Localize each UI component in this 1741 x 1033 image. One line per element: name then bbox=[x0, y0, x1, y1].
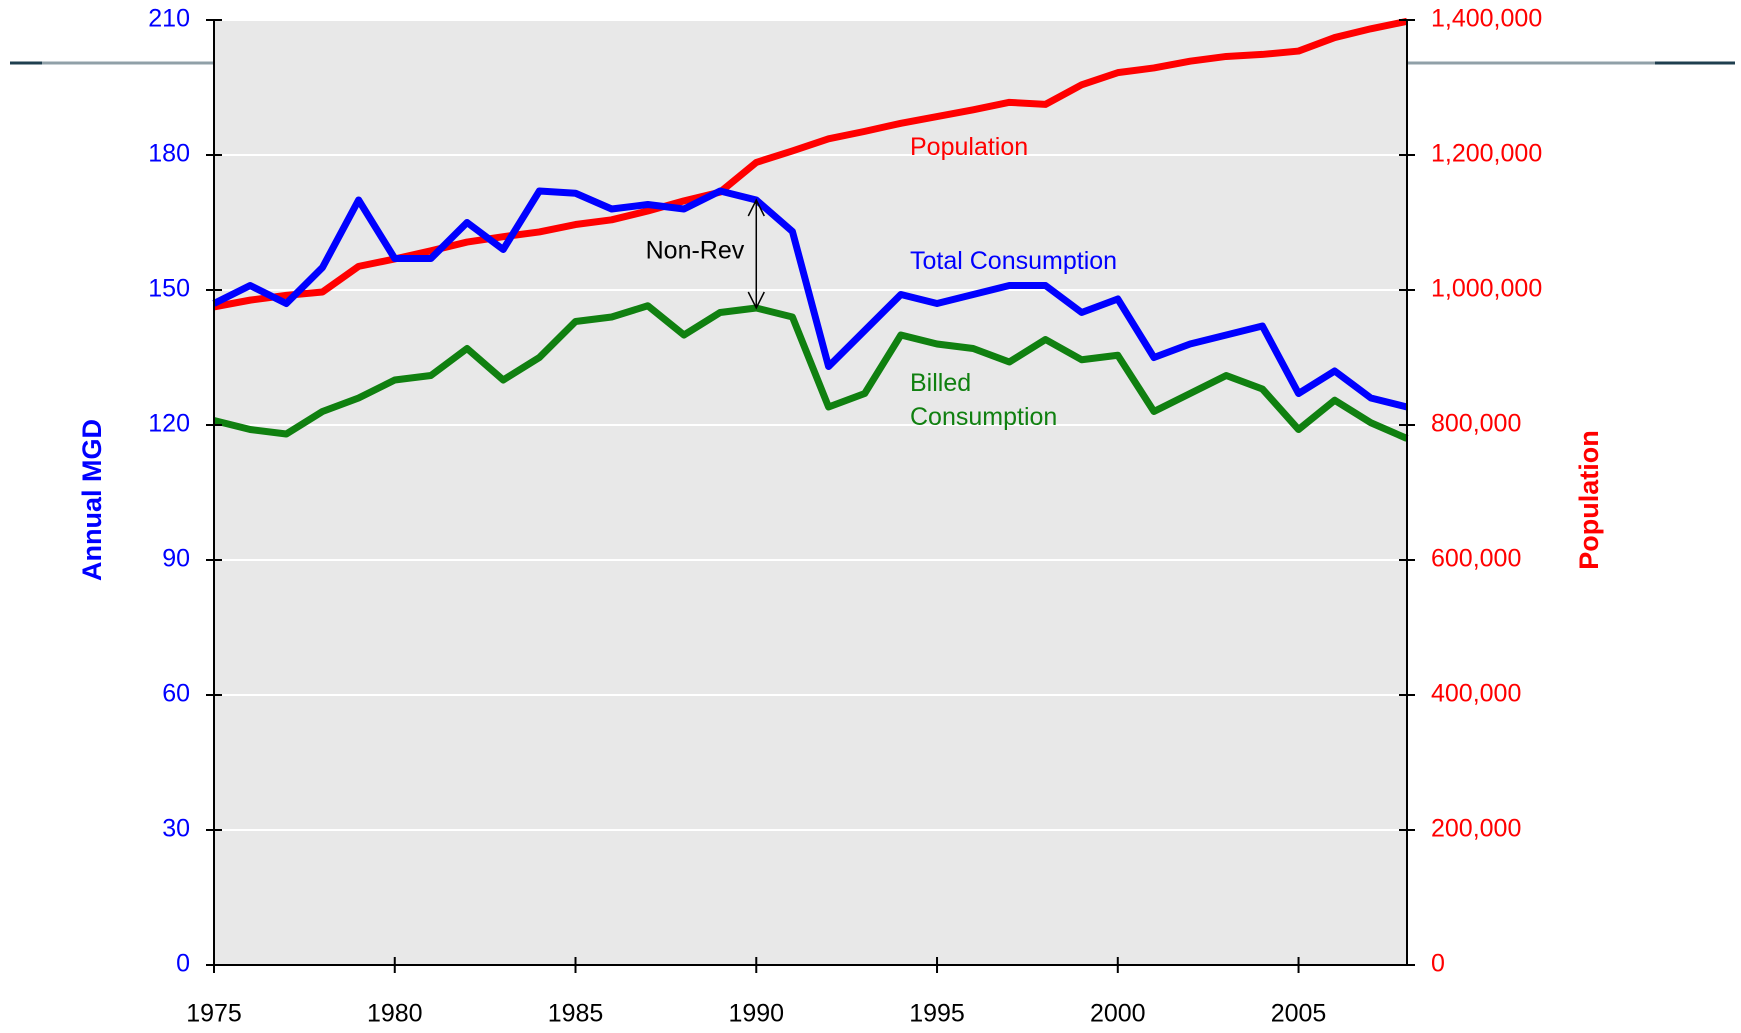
x-tick-label: 1980 bbox=[367, 1000, 423, 1028]
annotation-arrow bbox=[747, 198, 765, 310]
y2-tick-label: 400,000 bbox=[1431, 680, 1521, 708]
series-line bbox=[213, 302, 1409, 442]
annotation: Non-Rev bbox=[646, 237, 745, 265]
y-tick-label: 120 bbox=[148, 410, 190, 438]
series-line bbox=[213, 17, 1408, 311]
y2-axis-title: Population bbox=[1574, 430, 1604, 569]
y2-tick-label: 800,000 bbox=[1431, 410, 1521, 438]
x-tick-label: 1985 bbox=[548, 1000, 604, 1028]
y-tick-label: 90 bbox=[162, 545, 190, 573]
y2-tick-label: 600,000 bbox=[1431, 545, 1521, 573]
y-tick-label: 210 bbox=[148, 5, 190, 33]
y2-tick-label: 200,000 bbox=[1431, 815, 1521, 843]
x-tick-label: 2000 bbox=[1090, 1000, 1146, 1028]
series-line bbox=[212, 187, 1408, 411]
y-tick-label: 0 bbox=[176, 950, 190, 978]
x-tick-label: 1990 bbox=[728, 1000, 784, 1028]
series-label: Total Consumption bbox=[910, 247, 1118, 275]
series-label: Billed Consumption bbox=[910, 369, 1058, 431]
y-tick-label: 60 bbox=[162, 680, 190, 708]
y2-tick-label: 1,000,000 bbox=[1431, 275, 1542, 303]
y-tick-label: 30 bbox=[162, 815, 190, 843]
y2-tick-label: 1,200,000 bbox=[1431, 140, 1542, 168]
y-tick-label: 150 bbox=[148, 275, 190, 303]
y2-tick-label: 1,400,000 bbox=[1431, 5, 1542, 33]
plot-background bbox=[214, 20, 1407, 965]
y-tick-label: 180 bbox=[148, 140, 190, 168]
series-label: Population bbox=[910, 133, 1029, 161]
y2-tick-label: 0 bbox=[1431, 950, 1445, 978]
x-tick-label: 2005 bbox=[1271, 1000, 1327, 1028]
x-tick-label: 1975 bbox=[186, 1000, 242, 1028]
x-tick-label: 1995 bbox=[909, 1000, 965, 1028]
y-axis-title: Annual MGD bbox=[77, 419, 107, 581]
